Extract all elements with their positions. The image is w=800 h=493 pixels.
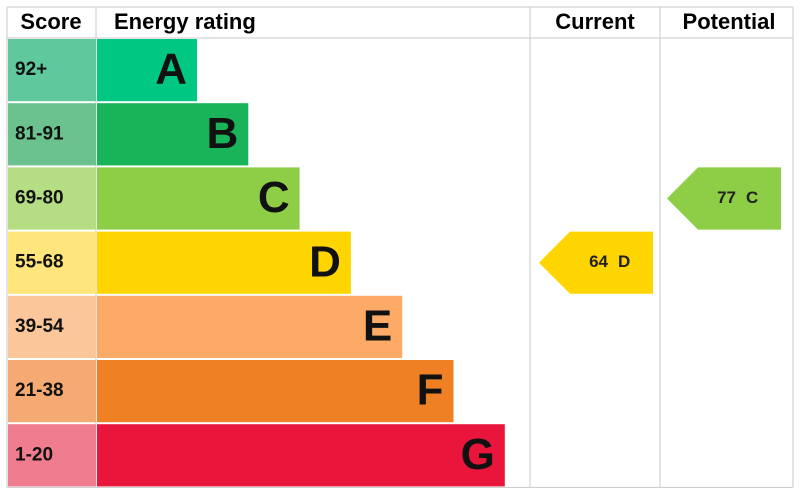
score-cell — [8, 167, 96, 230]
score-cell — [8, 424, 96, 487]
score-range: 55-68 — [15, 252, 64, 273]
score-range: 21-38 — [15, 380, 64, 401]
header-current: Current — [555, 9, 635, 34]
potential-value: 77 — [717, 188, 736, 207]
score-cell — [8, 103, 96, 166]
rating-bar — [97, 231, 351, 294]
rating-bar — [97, 167, 300, 230]
score-range: 39-54 — [15, 316, 64, 337]
current-arrow — [539, 231, 653, 294]
rating-bar — [97, 360, 454, 423]
rating-bar — [97, 295, 403, 358]
current-letter: D — [618, 252, 630, 271]
rating-letter: G — [461, 430, 495, 479]
rating-letter: E — [363, 302, 392, 351]
rating-letter: C — [258, 173, 290, 222]
header-rating: Energy rating — [114, 9, 256, 34]
score-range: 69-80 — [15, 188, 64, 209]
rating-bar — [97, 39, 197, 102]
potential-arrow — [667, 167, 781, 230]
header-potential: Potential — [683, 9, 776, 34]
rating-bar — [97, 103, 249, 166]
score-cell — [8, 295, 96, 358]
score-cell — [8, 231, 96, 294]
score-cell — [8, 360, 96, 423]
score-cell — [8, 39, 96, 102]
score-range: 92+ — [15, 59, 47, 80]
score-range: 81-91 — [15, 123, 64, 144]
rating-bar — [97, 424, 505, 487]
rating-letter: B — [207, 109, 239, 158]
rating-letter: A — [155, 45, 187, 94]
rating-letter: D — [309, 237, 341, 286]
current-value: 64 — [589, 252, 608, 271]
potential-letter: C — [746, 188, 758, 207]
header-score: Score — [20, 9, 81, 34]
score-range: 1-20 — [15, 444, 53, 465]
rating-letter: F — [417, 366, 444, 415]
